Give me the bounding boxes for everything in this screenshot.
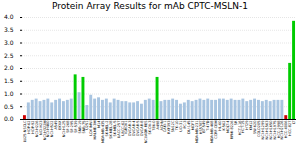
svg-text:HCT-15: HCT-15 xyxy=(241,120,246,134)
svg-text:SR: SR xyxy=(233,120,238,126)
svg-text:4.0: 4.0 xyxy=(4,13,14,20)
svg-text:SF-539: SF-539 xyxy=(73,120,78,133)
svg-text:SNB-75: SNB-75 xyxy=(81,120,86,134)
svg-text:CAKI-1: CAKI-1 xyxy=(163,120,168,133)
svg-text:SNB-19: SNB-19 xyxy=(77,120,82,134)
svg-text:HOP-92: HOP-92 xyxy=(30,120,35,134)
svg-text:HCT-116: HCT-116 xyxy=(237,120,242,136)
svg-text:OVCAR-5: OVCAR-5 xyxy=(136,120,141,137)
svg-text:RPMI-8226: RPMI-8226 xyxy=(229,120,234,140)
svg-text:HCC-4006: HCC-4006 xyxy=(284,120,289,139)
svg-text:A498: A498 xyxy=(155,120,160,130)
svg-text:HCC-827: HCC-827 xyxy=(288,120,293,136)
svg-text:NCI-H1563: NCI-H1563 xyxy=(264,120,269,140)
svg-text:MALME-3M: MALME-3M xyxy=(93,120,98,140)
svg-text:NCI-H1650: NCI-H1650 xyxy=(268,120,273,140)
svg-text:786-0: 786-0 xyxy=(151,120,156,131)
svg-text:0.0: 0.0 xyxy=(4,115,14,122)
svg-text:MDA-MB-435: MDA-MB-435 xyxy=(101,120,106,144)
svg-text:ACHN: ACHN xyxy=(159,120,164,131)
svg-text:T-47D: T-47D xyxy=(206,120,211,131)
html-text:Protein Array Results for mAb: Protein Array Results for mAb CPTC-MSLN-… xyxy=(52,1,248,11)
svg-text:NCI-H522: NCI-H522 xyxy=(50,120,55,138)
svg-text:KM12: KM12 xyxy=(249,120,254,131)
svg-text:MCF7: MCF7 xyxy=(190,120,195,131)
svg-text:U251: U251 xyxy=(85,120,90,130)
svg-text:LU25-NSCLC: LU25-NSCLC xyxy=(23,120,28,143)
svg-text:SK-MEL-5: SK-MEL-5 xyxy=(112,120,117,137)
svg-text:NCI-H23: NCI-H23 xyxy=(38,120,43,135)
svg-text:1.5: 1.5 xyxy=(4,77,14,84)
svg-text:MOLT-4: MOLT-4 xyxy=(225,120,230,134)
svg-text:MDA-MB-231: MDA-MB-231 xyxy=(194,120,199,144)
svg-text:NCI-H322M: NCI-H322M xyxy=(42,120,47,141)
svg-text:LOX IMVI: LOX IMVI xyxy=(89,120,94,136)
svg-text:SF-268: SF-268 xyxy=(66,120,70,133)
svg-text:MDA-MB-468: MDA-MB-468 xyxy=(210,120,215,144)
svg-text:NCI-H460: NCI-H460 xyxy=(46,120,51,138)
svg-text:HL-60: HL-60 xyxy=(218,120,223,131)
svg-text:SN12C: SN12C xyxy=(171,120,176,133)
svg-text:EKVX: EKVX xyxy=(58,120,63,130)
svg-text:CCRF-CEM: CCRF-CEM xyxy=(214,120,219,139)
svg-text:NCI-H1975: NCI-H1975 xyxy=(272,120,277,140)
svg-text:UO-31: UO-31 xyxy=(179,120,184,132)
svg-text:DU-145: DU-145 xyxy=(186,120,191,134)
svg-text:UACC-62: UACC-62 xyxy=(120,120,125,136)
svg-text:NCI-H1299: NCI-H1299 xyxy=(261,120,265,140)
svg-text:TK-10: TK-10 xyxy=(175,120,180,131)
svg-text:OVCAR-3: OVCAR-3 xyxy=(128,120,133,137)
svg-text:2.0: 2.0 xyxy=(4,64,14,71)
svg-text:M14: M14 xyxy=(97,120,102,128)
svg-text:SW-620: SW-620 xyxy=(253,120,258,134)
svg-text:NCI-H226: NCI-H226 xyxy=(34,120,39,138)
svg-text:BT-549: BT-549 xyxy=(202,120,207,133)
svg-text:HT29: HT29 xyxy=(245,120,250,130)
svg-text:NCI-H2126: NCI-H2126 xyxy=(280,120,285,140)
svg-text:SK-OV-3: SK-OV-3 xyxy=(147,120,152,135)
svg-text:HOP-62: HOP-62 xyxy=(27,120,31,134)
svg-text:RXF393: RXF393 xyxy=(167,120,172,134)
svg-text:A549: A549 xyxy=(54,120,59,130)
svg-text:K-562: K-562 xyxy=(222,120,226,131)
svg-text:PC-3: PC-3 xyxy=(183,120,187,129)
svg-text:HCC-2998: HCC-2998 xyxy=(276,120,281,139)
svg-text:OVCAR-4: OVCAR-4 xyxy=(132,120,137,137)
svg-text:IGROV1: IGROV1 xyxy=(124,120,129,134)
svg-text:SK-MEL-28: SK-MEL-28 xyxy=(108,120,113,139)
svg-text:SF-295: SF-295 xyxy=(69,120,74,133)
svg-text:0.5: 0.5 xyxy=(4,103,14,110)
svg-text:3.5: 3.5 xyxy=(4,26,14,33)
svg-text:3.0: 3.0 xyxy=(4,39,14,46)
svg-text:NCI-H125: NCI-H125 xyxy=(62,120,67,138)
svg-text:NCI/ADR-RES: NCI/ADR-RES xyxy=(144,120,148,144)
svg-text:SK-MEL-2: SK-MEL-2 xyxy=(105,120,109,137)
svg-text:2.5: 2.5 xyxy=(4,52,14,59)
svg-text:HS578T: HS578T xyxy=(198,120,203,135)
svg-text:LT: LT xyxy=(292,120,296,124)
svg-text:OVCAR-8: OVCAR-8 xyxy=(140,120,145,137)
svg-text:UACC-257: UACC-257 xyxy=(116,120,121,139)
svg-text:1.0: 1.0 xyxy=(4,90,14,97)
svg-text:COLO205: COLO205 xyxy=(257,120,262,137)
